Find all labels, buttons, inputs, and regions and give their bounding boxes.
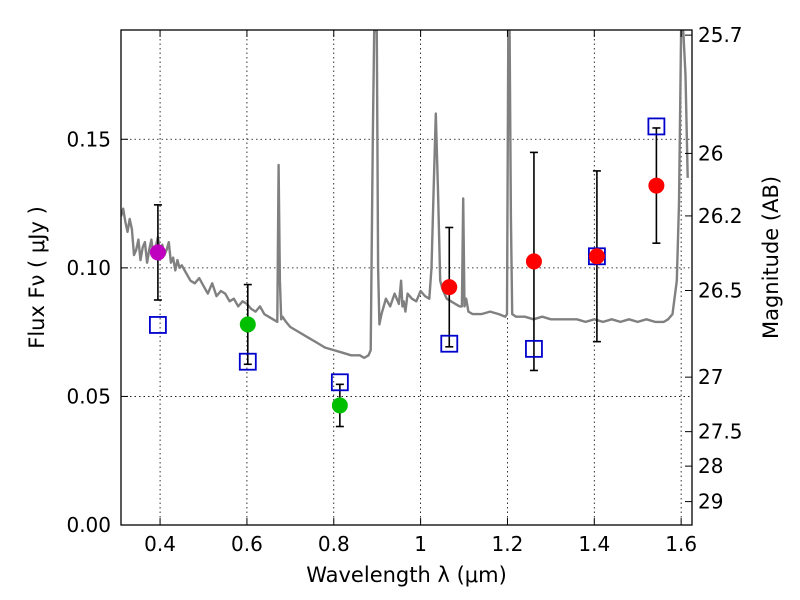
observed-points-layer — [149, 177, 665, 414]
x-axis-label: Wavelength λ (μm) — [306, 563, 507, 587]
magnitude-tick-label: 25.7 — [698, 23, 743, 47]
observed-point — [648, 177, 665, 194]
model-spectrum-line — [121, 30, 689, 360]
magnitude-tick-label: 27 — [698, 365, 723, 389]
magnitude-tick-label: 29 — [698, 490, 723, 514]
model-point — [330, 373, 349, 392]
magnitude-tick-label: 27.5 — [698, 420, 743, 444]
observed-point — [525, 253, 542, 270]
model-point — [440, 334, 459, 353]
y-tick-label: 0.10 — [66, 256, 111, 280]
y2-axis-label: Magnitude (AB) — [759, 176, 783, 339]
ticks — [121, 30, 692, 526]
model-point — [525, 339, 543, 358]
magnitude-tick-label: 26.2 — [698, 204, 743, 228]
y-tick-label: 0.15 — [66, 127, 111, 151]
plot-frame — [120, 29, 693, 526]
spectrum-layer — [121, 30, 689, 360]
x-tick-label: 1.2 — [492, 532, 524, 556]
magnitude-tick-label: 28 — [698, 454, 723, 478]
tick-labels: 0.4 0.6 0.8 1 1.2 1.4 1.6 0.00 0.05 0.10 0.15 25.7 2… — [66, 23, 742, 556]
observed-point — [239, 316, 256, 333]
y-axis-label: Flux Fν ( μJy ) — [25, 206, 49, 349]
observed-point — [441, 279, 458, 296]
x-tick-label: 0.8 — [318, 532, 350, 556]
x-tick-label: 0.4 — [144, 532, 176, 556]
y-tick-label: 0.05 — [66, 384, 111, 408]
model-point — [149, 316, 167, 334]
observed-point — [149, 244, 166, 261]
observed-point — [588, 248, 605, 265]
y-tick-label: 0.00 — [66, 513, 111, 537]
x-tick-label: 1 — [414, 532, 427, 556]
x-tick-label: 1.4 — [578, 532, 610, 556]
x-tick-label: 1.6 — [665, 532, 697, 556]
magnitude-tick-label: 26 — [698, 141, 723, 165]
x-tick-label: 0.6 — [231, 532, 263, 556]
model-point — [647, 117, 666, 136]
magnitude-tick-label: 26.5 — [698, 278, 743, 302]
model-point — [238, 352, 257, 371]
observed-point — [331, 397, 348, 414]
